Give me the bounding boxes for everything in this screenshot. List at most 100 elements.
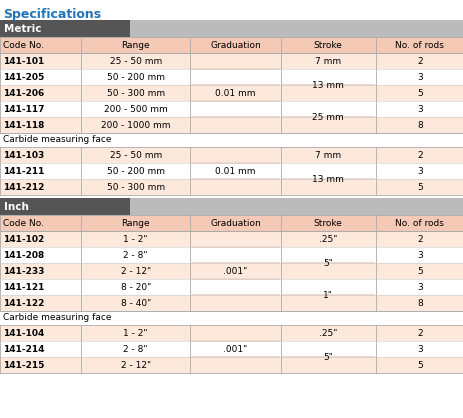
Bar [0,247,463,263]
Text: 5: 5 [416,183,422,191]
Bar [190,84,280,86]
Text: Inch: Inch [4,201,29,212]
Text: 50 - 300 mm: 50 - 300 mm [106,89,164,97]
Text: 141-103: 141-103 [3,150,44,160]
Text: 3: 3 [416,283,422,291]
Bar [0,85,463,101]
Text: 25 - 50 mm: 25 - 50 mm [109,150,162,160]
Text: 3: 3 [416,72,422,82]
Bar [190,356,280,358]
Text: 3: 3 [416,250,422,260]
Text: 141-122: 141-122 [3,298,44,308]
Text: 2 - 12": 2 - 12" [120,360,150,370]
Bar [0,295,463,311]
Bar [0,341,463,357]
Text: 50 - 200 mm: 50 - 200 mm [106,166,164,176]
Bar [190,178,280,180]
Bar [190,278,280,280]
Text: Carbide measuring face: Carbide measuring face [3,314,111,323]
Bar [281,356,375,358]
Text: 141-104: 141-104 [3,329,44,337]
Text: 7 mm: 7 mm [314,150,341,160]
Bar [190,178,280,180]
Bar [0,117,463,133]
Bar [0,37,463,53]
Bar [190,356,280,358]
Bar [190,162,280,164]
Text: No. of rods: No. of rods [394,219,444,227]
Text: 141-101: 141-101 [3,56,44,66]
Bar [0,215,463,231]
Text: 8 - 20": 8 - 20" [120,283,150,291]
Bar [0,20,130,37]
Bar [190,116,280,118]
Text: 141-117: 141-117 [3,104,44,114]
Bar [281,294,375,296]
Text: 141-121: 141-121 [3,283,44,291]
Bar [0,231,463,247]
Text: 13 mm: 13 mm [312,81,344,89]
Text: Metric: Metric [4,23,41,33]
Bar [281,84,375,86]
Text: 141-212: 141-212 [3,183,44,191]
Bar [190,162,280,164]
Bar [130,20,463,37]
Text: 2: 2 [416,234,422,244]
Text: .25": .25" [319,329,337,337]
Text: 25 - 50 mm: 25 - 50 mm [109,56,162,66]
Bar [190,246,280,248]
Bar [190,84,280,86]
Bar [0,133,463,147]
Text: 141-206: 141-206 [3,89,44,97]
Text: .001": .001" [223,267,247,275]
Text: 141-215: 141-215 [3,360,44,370]
Bar [190,68,280,70]
Bar [190,262,280,264]
Bar [0,357,463,373]
Bar [190,100,280,102]
Bar [190,68,280,70]
Text: Specifications: Specifications [3,8,101,21]
Text: Range: Range [121,41,150,49]
Bar [0,101,463,117]
Text: 8: 8 [416,298,422,308]
Bar [0,263,463,279]
Text: 0.01 mm: 0.01 mm [215,166,255,176]
Bar [0,279,463,295]
Text: Code No.: Code No. [3,219,44,227]
Bar [281,178,375,180]
Bar [190,100,280,102]
Text: 5: 5 [416,89,422,97]
Text: 200 - 500 mm: 200 - 500 mm [104,104,167,114]
Text: 13 mm: 13 mm [312,174,344,184]
Text: 3: 3 [416,344,422,354]
Bar [190,340,280,342]
Text: 141-118: 141-118 [3,120,44,130]
Bar [190,116,280,118]
Text: 141-102: 141-102 [3,234,44,244]
Bar [281,116,375,118]
Text: .001": .001" [223,344,247,354]
Bar [190,340,280,342]
Text: 25 mm: 25 mm [312,112,344,122]
Text: 2 - 12": 2 - 12" [120,267,150,275]
Text: 7 mm: 7 mm [314,56,341,66]
Text: 141-205: 141-205 [3,72,44,82]
Text: 8: 8 [416,120,422,130]
Text: Carbide measuring face: Carbide measuring face [3,135,111,145]
Bar [0,147,463,163]
Text: 3: 3 [416,166,422,176]
Bar [190,294,280,296]
Text: 50 - 200 mm: 50 - 200 mm [106,72,164,82]
Bar [281,262,375,264]
Bar [190,246,280,248]
Bar [0,69,463,85]
Bar [0,325,463,341]
Text: Graduation: Graduation [210,219,260,227]
Text: 2 - 8": 2 - 8" [123,250,148,260]
Bar [0,53,463,69]
Bar [190,263,280,264]
Bar [0,198,130,215]
Text: 8 - 40": 8 - 40" [120,298,150,308]
Text: 141-208: 141-208 [3,250,44,260]
